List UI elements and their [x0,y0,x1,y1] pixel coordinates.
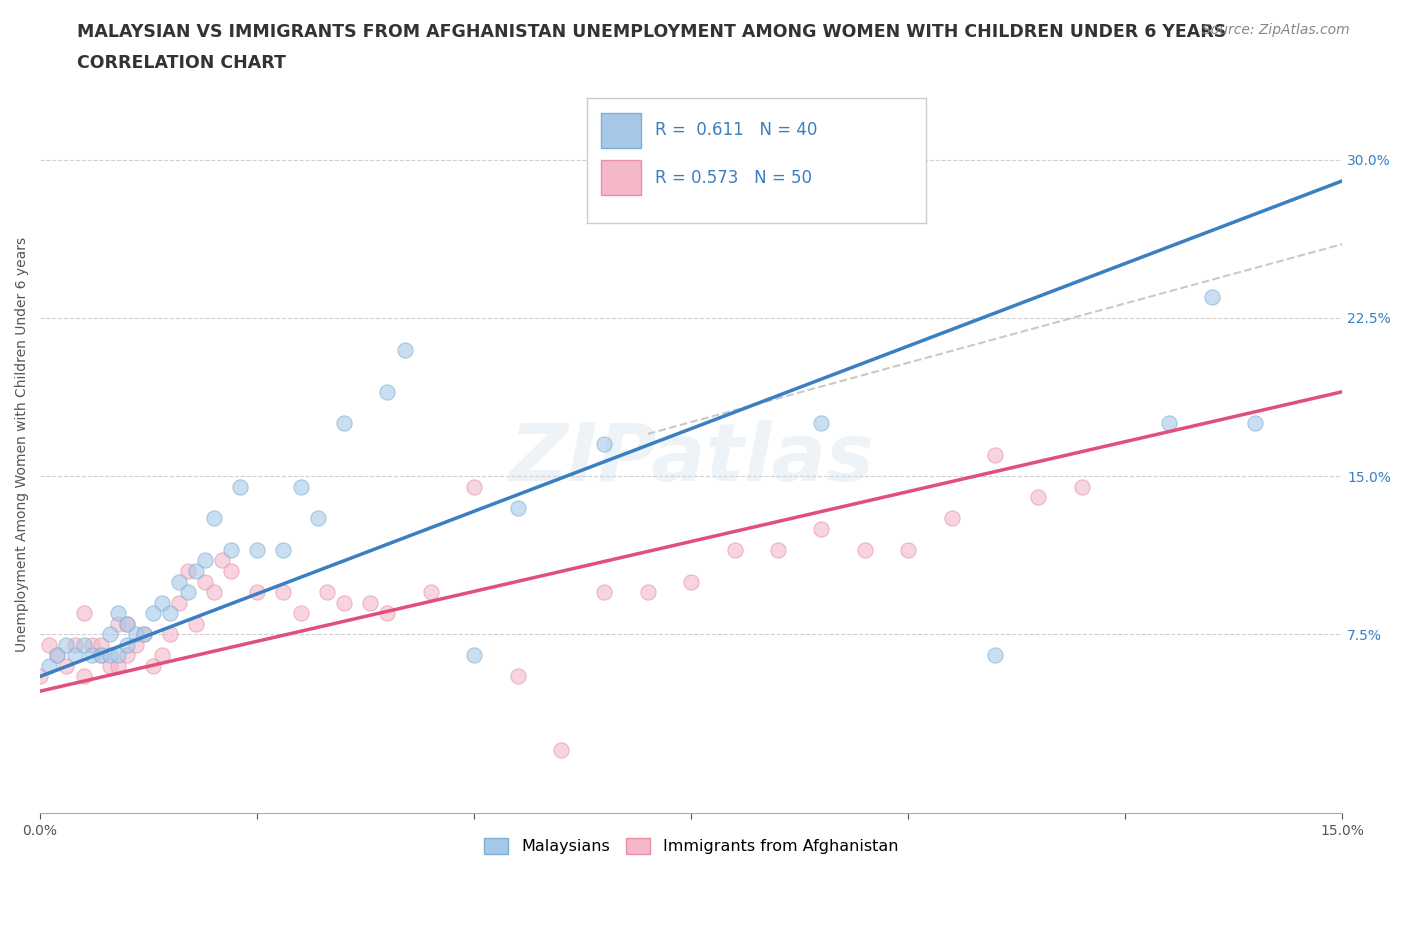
Point [55,658,77,673]
Point [150,648,173,663]
Point [55,637,77,652]
Point [1028,490,1050,505]
Point [63,648,86,663]
Point [38,637,60,652]
Point [107,605,129,620]
Point [359,595,381,610]
Point [593,437,616,452]
Point [176,585,198,600]
Point [315,585,337,600]
Text: MALAYSIAN VS IMMIGRANTS FROM AFGHANISTAN UNEMPLOYMENT AMONG WOMEN WITH CHILDREN : MALAYSIAN VS IMMIGRANTS FROM AFGHANISTAN… [77,23,1226,41]
Point [72,669,94,684]
Point [176,564,198,578]
Point [723,542,745,557]
Point [1244,416,1267,431]
Point [134,627,156,642]
Point [115,617,138,631]
Point [271,585,294,600]
Point [142,658,165,673]
Legend: Malaysians, Immigrants from Afghanistan: Malaysians, Immigrants from Afghanistan [478,831,904,861]
Point [550,743,572,758]
Point [897,542,920,557]
Point [211,553,233,568]
Point [941,511,963,525]
Point [810,522,832,537]
Point [115,637,138,652]
Point [90,637,112,652]
Point [810,416,832,431]
Point [593,585,616,600]
Text: ZIPatlas: ZIPatlas [509,420,873,498]
Point [115,648,138,663]
Point [375,384,398,399]
Point [107,617,129,631]
Point [333,595,356,610]
Point [375,605,398,620]
Point [90,648,112,663]
Point [202,585,225,600]
Point [681,574,703,589]
Text: CORRELATION CHART: CORRELATION CHART [77,54,287,72]
Point [290,479,312,494]
Point [63,637,86,652]
Point [186,617,208,631]
Point [463,648,485,663]
Point [115,617,138,631]
Point [150,595,173,610]
Point [134,627,156,642]
Point [394,342,416,357]
Point [72,605,94,620]
Point [637,585,659,600]
Point [419,585,441,600]
Point [98,627,121,642]
Point [159,605,181,620]
Point [107,648,129,663]
Point [333,416,356,431]
Point [82,637,104,652]
Point [98,658,121,673]
Point [246,542,269,557]
Y-axis label: Unemployment Among Women with Children Under 6 years: Unemployment Among Women with Children U… [15,237,30,652]
Point [98,648,121,663]
Point [219,564,242,578]
Point [186,564,208,578]
Point [124,627,146,642]
Point [167,595,190,610]
Point [159,627,181,642]
Point [30,669,52,684]
Point [194,553,217,568]
Point [124,637,146,652]
Point [271,542,294,557]
Point [506,669,529,684]
Point [506,500,529,515]
Point [38,658,60,673]
Point [307,511,329,525]
Point [90,648,112,663]
Point [46,648,69,663]
Point [290,605,312,620]
Point [142,605,165,620]
Point [246,585,269,600]
Point [107,658,129,673]
Text: Source: ZipAtlas.com: Source: ZipAtlas.com [1202,23,1350,37]
Point [1157,416,1180,431]
Point [46,648,69,663]
Point [82,648,104,663]
Point [72,637,94,652]
Point [853,542,876,557]
Point [229,479,252,494]
Point [984,648,1007,663]
Point [219,542,242,557]
Point [1070,479,1092,494]
Point [194,574,217,589]
Point [202,511,225,525]
Point [463,479,485,494]
Point [766,542,789,557]
Point [984,447,1007,462]
Point [1201,289,1223,304]
Point [167,574,190,589]
